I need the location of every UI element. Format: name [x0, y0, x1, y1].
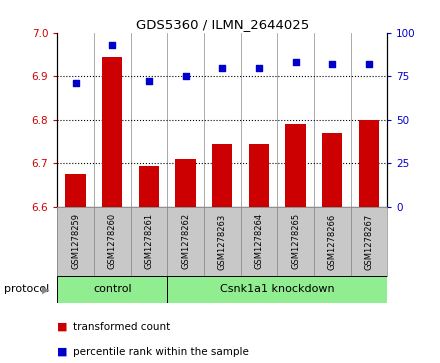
Bar	[359, 120, 379, 207]
Bar	[176, 159, 196, 207]
Text: GSM1278265: GSM1278265	[291, 213, 300, 269]
Bar	[102, 57, 122, 207]
Text: GSM1278267: GSM1278267	[364, 213, 374, 269]
Bar	[249, 144, 269, 207]
Text: percentile rank within the sample: percentile rank within the sample	[73, 347, 249, 357]
Bar	[212, 144, 232, 207]
Bar	[314, 207, 351, 276]
Bar	[57, 207, 94, 276]
Text: control: control	[93, 285, 132, 294]
Bar	[167, 207, 204, 276]
Bar	[66, 174, 86, 207]
Point	[109, 42, 116, 48]
Bar	[167, 276, 387, 303]
Text: ■: ■	[57, 322, 68, 332]
Bar	[139, 166, 159, 207]
Bar	[241, 207, 277, 276]
Point	[365, 61, 372, 67]
Text: GSM1278261: GSM1278261	[144, 213, 154, 269]
Bar	[286, 124, 306, 207]
Text: GSM1278263: GSM1278263	[218, 213, 227, 269]
Bar	[94, 207, 131, 276]
Text: GSM1278262: GSM1278262	[181, 213, 190, 269]
Bar	[204, 207, 241, 276]
Text: ■: ■	[57, 347, 68, 357]
Text: ▶: ▶	[42, 285, 49, 294]
Point	[329, 61, 336, 67]
Bar	[131, 207, 167, 276]
Bar	[322, 133, 342, 207]
Text: GSM1278266: GSM1278266	[328, 213, 337, 269]
Text: GSM1278264: GSM1278264	[254, 213, 264, 269]
Text: Csnk1a1 knockdown: Csnk1a1 knockdown	[220, 285, 334, 294]
Title: GDS5360 / ILMN_2644025: GDS5360 / ILMN_2644025	[136, 19, 309, 32]
Text: GSM1278260: GSM1278260	[108, 213, 117, 269]
Point	[292, 60, 299, 65]
Point	[255, 65, 262, 70]
Point	[145, 78, 152, 84]
Point	[182, 73, 189, 79]
Text: protocol: protocol	[4, 285, 50, 294]
Text: transformed count: transformed count	[73, 322, 170, 332]
Point	[219, 65, 226, 70]
Point	[72, 80, 79, 86]
Bar	[351, 207, 387, 276]
Bar	[57, 276, 167, 303]
Bar	[277, 207, 314, 276]
Text: GSM1278259: GSM1278259	[71, 213, 80, 269]
